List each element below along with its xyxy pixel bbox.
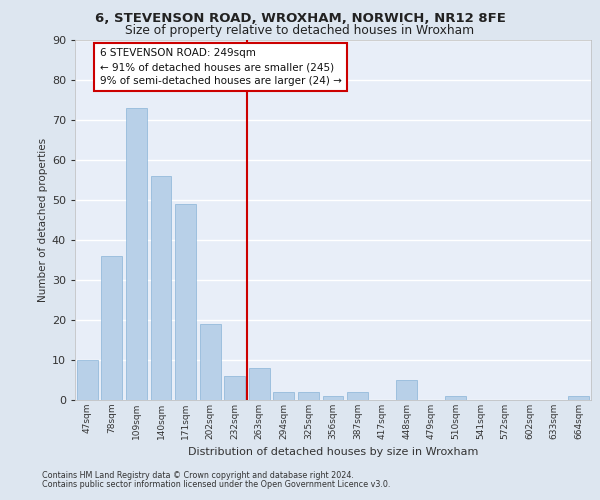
- Bar: [249, 368, 270, 400]
- Bar: [298, 392, 319, 400]
- Bar: [101, 256, 122, 400]
- Bar: [396, 380, 417, 400]
- Text: Contains public sector information licensed under the Open Government Licence v3: Contains public sector information licen…: [42, 480, 391, 489]
- Bar: [126, 108, 147, 400]
- Bar: [77, 360, 98, 400]
- Bar: [568, 396, 589, 400]
- Bar: [347, 392, 368, 400]
- Bar: [323, 396, 343, 400]
- Text: Size of property relative to detached houses in Wroxham: Size of property relative to detached ho…: [125, 24, 475, 37]
- Text: 6, STEVENSON ROAD, WROXHAM, NORWICH, NR12 8FE: 6, STEVENSON ROAD, WROXHAM, NORWICH, NR1…: [95, 12, 505, 26]
- Text: 6 STEVENSON ROAD: 249sqm
← 91% of detached houses are smaller (245)
9% of semi-d: 6 STEVENSON ROAD: 249sqm ← 91% of detach…: [100, 48, 341, 86]
- Bar: [224, 376, 245, 400]
- Bar: [151, 176, 172, 400]
- X-axis label: Distribution of detached houses by size in Wroxham: Distribution of detached houses by size …: [188, 448, 478, 458]
- Bar: [445, 396, 466, 400]
- Y-axis label: Number of detached properties: Number of detached properties: [38, 138, 47, 302]
- Bar: [200, 324, 221, 400]
- Text: Contains HM Land Registry data © Crown copyright and database right 2024.: Contains HM Land Registry data © Crown c…: [42, 471, 354, 480]
- Bar: [274, 392, 295, 400]
- Bar: [175, 204, 196, 400]
